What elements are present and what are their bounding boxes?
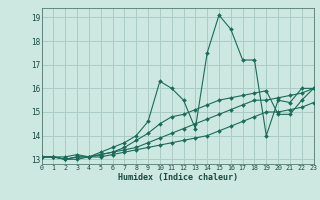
X-axis label: Humidex (Indice chaleur): Humidex (Indice chaleur)	[118, 173, 237, 182]
